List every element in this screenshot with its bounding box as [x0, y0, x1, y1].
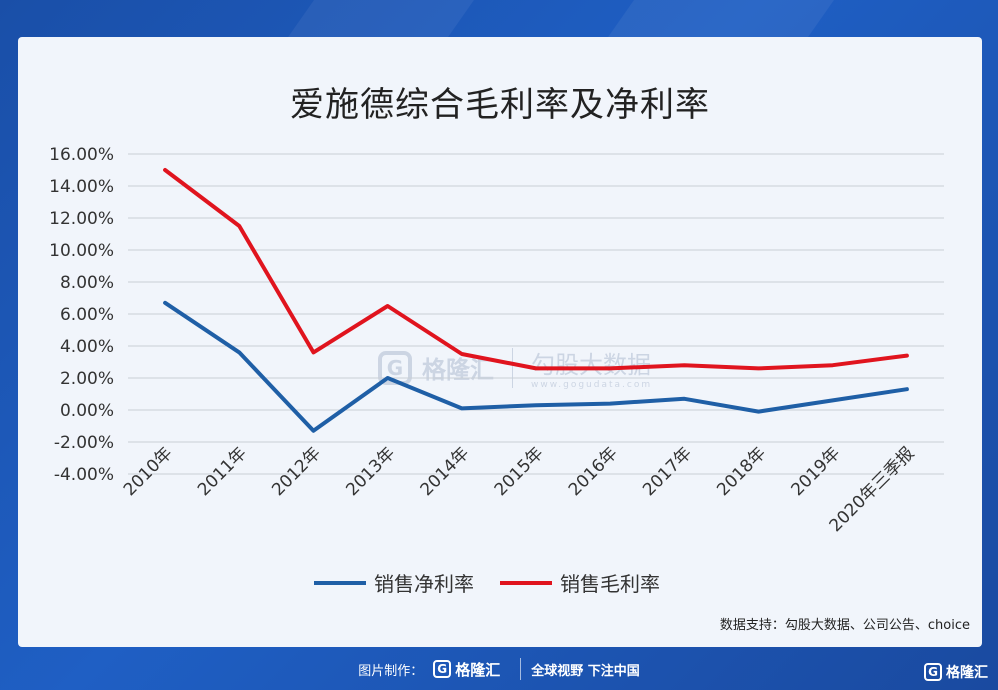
- y-tick-label: 6.00%: [60, 305, 114, 325]
- x-tick-label: 2019年: [788, 443, 845, 500]
- y-tick-label: 8.00%: [60, 273, 114, 293]
- y-tick-label: 4.00%: [60, 337, 114, 357]
- line-chart: 16.00% 14.00% 12.00% 10.00% 8.00% 6.00% 4.00% 2…: [49, 145, 944, 596]
- footer-brand-name: 格隆汇: [455, 660, 501, 679]
- bg-stripe: [605, 0, 835, 40]
- y-tick-label: 16.00%: [49, 145, 114, 165]
- footer-slogan: 全球视野 下注中国: [531, 663, 640, 679]
- y-tick-label: -2.00%: [54, 433, 114, 453]
- y-tick-label: 10.00%: [49, 241, 114, 261]
- x-tick-label: 2011年: [194, 443, 251, 500]
- series-line: [163, 168, 909, 371]
- legend-label: 销售净利率: [374, 572, 474, 596]
- y-tick-label: 14.00%: [49, 177, 114, 197]
- source-note: 数据支持：勾股大数据、公司公告、choice: [719, 618, 970, 633]
- corner-logo-icon: G: [924, 663, 942, 681]
- series-line: [163, 300, 909, 433]
- x-tick-label: 2010年: [120, 443, 177, 500]
- x-tick-label: 2015年: [491, 443, 548, 500]
- footer-made-by: 图片制作：: [358, 663, 424, 679]
- x-tick-label: 2018年: [713, 443, 770, 500]
- y-tick-label: 0.00%: [60, 401, 114, 421]
- y-tick-label: 12.00%: [49, 209, 114, 229]
- watermark-url: www.gogudata.com: [531, 380, 653, 390]
- chart-card: 爱施德综合毛利率及净利率 G 格隆汇 勾股大数据 www.gogudata.co…: [18, 37, 982, 647]
- y-tick-label: -4.00%: [54, 465, 114, 485]
- x-tick-label: 2013年: [342, 443, 399, 500]
- footer-brand: G 格隆汇: [433, 659, 500, 680]
- gelonghui-logo-icon: G: [433, 660, 452, 678]
- corner-brand: G 格隆汇: [924, 662, 988, 682]
- watermark-cn: 勾股大数据: [531, 351, 651, 379]
- footer-divider: [520, 658, 522, 680]
- legend-label: 销售毛利率: [560, 572, 660, 596]
- y-tick-label: 2.00%: [60, 369, 114, 389]
- bg-stripe: [285, 0, 475, 40]
- footer-bar: 图片制作： G 格隆汇 全球视野 下注中国: [0, 648, 998, 690]
- watermark-separator: [512, 347, 513, 388]
- x-tick-label: 2014年: [417, 443, 474, 500]
- watermark-brand: 格隆汇: [422, 356, 494, 384]
- x-tick-label: 2017年: [639, 443, 696, 500]
- x-tick-label: 2012年: [268, 443, 325, 500]
- corner-brand-name: 格隆汇: [946, 665, 988, 681]
- watermark: G 格隆汇 勾股大数据 www.gogudata.com: [378, 345, 652, 390]
- x-tick-label: 2016年: [565, 443, 622, 500]
- chart-title: 爱施德综合毛利率及净利率: [290, 85, 710, 125]
